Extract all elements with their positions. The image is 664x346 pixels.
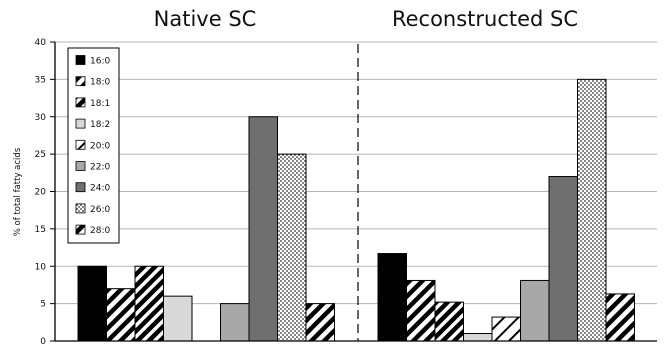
bar-native-28-0 xyxy=(305,303,335,342)
legend-swatch xyxy=(75,182,86,193)
bar-reconstructed-22-0 xyxy=(520,279,550,342)
bar-reconstructed-28-0 xyxy=(605,293,635,342)
legend-label: 28:0 xyxy=(90,226,110,236)
y-tick-label: 20 xyxy=(35,188,47,198)
bar-native-18-1 xyxy=(134,265,164,342)
y-tick-label: 30 xyxy=(35,113,47,123)
bars xyxy=(77,78,635,342)
bar-reconstructed-18-1 xyxy=(434,301,464,342)
legend-swatch xyxy=(75,203,86,214)
y-tick-label: 35 xyxy=(35,75,46,85)
legend-swatch xyxy=(75,224,86,235)
y-tick-labels: 0 5 10 15 20 25 30 35 40 xyxy=(35,38,47,346)
y-axis-label: % of total fatty acids xyxy=(13,147,23,236)
y-tick-label: 15 xyxy=(35,225,46,235)
bar-reconstructed-18-0 xyxy=(406,279,436,342)
legend-label: 18:0 xyxy=(90,78,110,88)
bar-native-16-0 xyxy=(77,265,107,342)
bar-reconstructed-16-0 xyxy=(377,253,407,342)
legend-label: 24:0 xyxy=(90,184,110,194)
bar-native-24-0 xyxy=(248,116,278,342)
legend-swatch xyxy=(75,161,86,171)
bar-reconstructed-26-0 xyxy=(577,78,607,342)
legend-swatch xyxy=(75,139,86,150)
axes xyxy=(50,41,657,342)
legend-swatch xyxy=(75,118,86,129)
bar-reconstructed-20-0 xyxy=(491,316,521,342)
bar-native-18-2 xyxy=(163,295,193,342)
legend: 16:0 18:0 18:1 18:2 20:0 22:0 24:0 26:0 28:0 xyxy=(67,47,120,244)
y-tick-label: 5 xyxy=(40,300,46,310)
legend-label: 18:1 xyxy=(90,99,110,109)
y-tick-label: 0 xyxy=(40,337,46,346)
legend-label: 16:0 xyxy=(90,57,110,67)
y-tick-label: 40 xyxy=(35,38,47,48)
bar-reconstructed-18-2 xyxy=(463,333,493,342)
legend-swatch xyxy=(75,55,86,65)
legend-label: 22:0 xyxy=(90,163,110,173)
legend-swatch xyxy=(75,76,86,87)
bar-reconstructed-24-0 xyxy=(548,176,578,342)
chart-title-native: Native SC xyxy=(154,7,257,31)
y-tick-label: 10 xyxy=(35,262,47,272)
chart-title-reconstructed: Reconstructed SC xyxy=(392,7,578,31)
legend-label: 26:0 xyxy=(90,205,110,215)
bar-native-18-0 xyxy=(106,288,136,342)
legend-label: 20:0 xyxy=(90,141,110,151)
y-tick-label: 25 xyxy=(35,150,46,160)
legend-swatch xyxy=(75,97,86,108)
bar-native-22-0 xyxy=(220,303,250,342)
bar-native-26-0 xyxy=(277,153,307,342)
legend-label: 18:2 xyxy=(90,120,110,130)
